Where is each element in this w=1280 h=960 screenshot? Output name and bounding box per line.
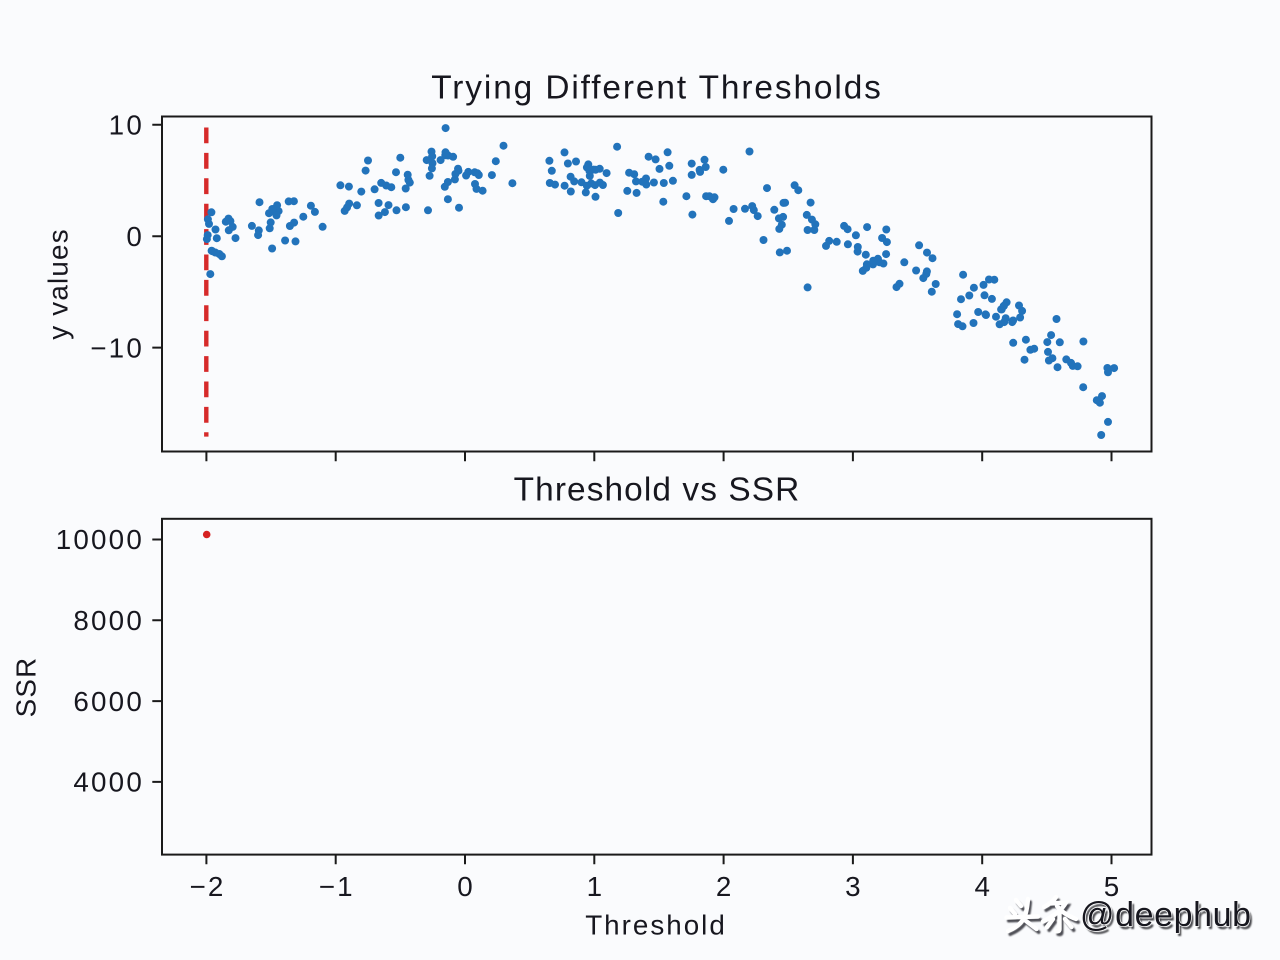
svg-text:5: 5 (1104, 871, 1122, 902)
svg-text:4000: 4000 (73, 767, 144, 798)
svg-text:10000: 10000 (56, 524, 144, 555)
svg-text:Threshold vs SSR: Threshold vs SSR (514, 472, 801, 509)
svg-text:−10: −10 (90, 332, 144, 363)
svg-text:0: 0 (457, 871, 475, 902)
svg-text:@deephub: @deephub (1080, 896, 1252, 934)
svg-text:0: 0 (126, 221, 144, 252)
svg-text:@deephub: @deephub (1082, 899, 1254, 937)
svg-text:2: 2 (716, 871, 734, 902)
svg-text:10: 10 (109, 110, 144, 141)
svg-text:4: 4 (974, 871, 992, 902)
svg-text:3: 3 (845, 871, 863, 902)
svg-text:−1: −1 (319, 871, 355, 902)
svg-text:SSR: SSR (11, 657, 42, 718)
svg-text:−2: −2 (189, 871, 225, 902)
svg-text:Threshold: Threshold (585, 909, 727, 940)
svg-text:8000: 8000 (73, 605, 144, 636)
svg-text:y values: y values (43, 228, 74, 340)
svg-text:1: 1 (587, 871, 605, 902)
svg-text:6000: 6000 (73, 686, 144, 717)
svg-text:Trying Different Thresholds: Trying Different Thresholds (431, 70, 883, 107)
